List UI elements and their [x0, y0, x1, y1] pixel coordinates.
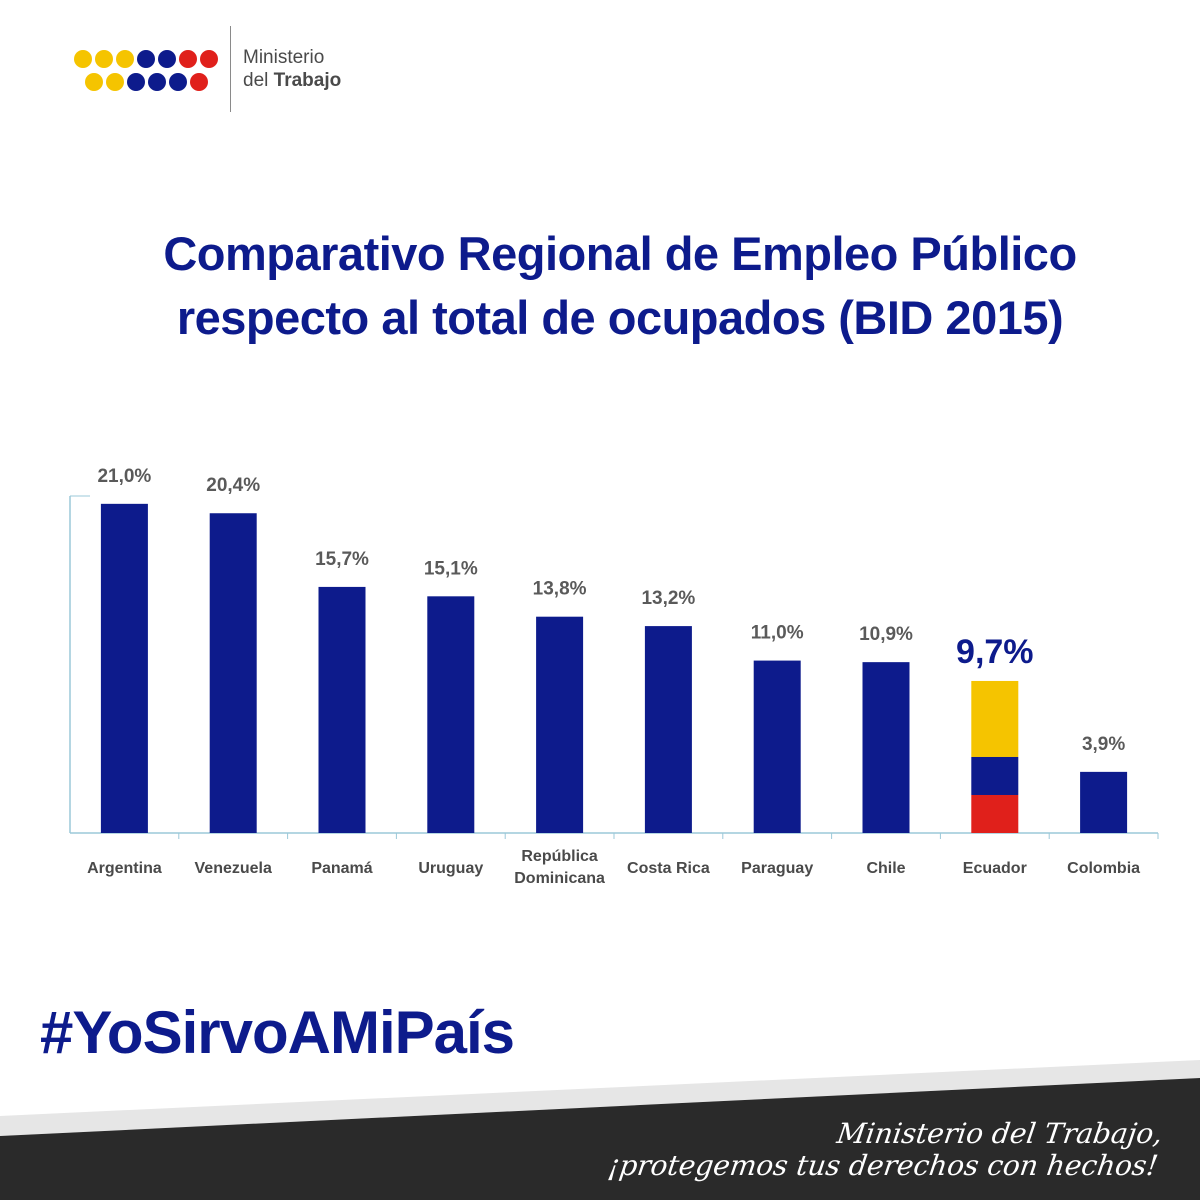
bar-value-label: 10,9% [859, 624, 913, 645]
bar-value-label: 21,0% [97, 466, 151, 487]
bar-value-label: 9,7% [956, 633, 1034, 671]
category-label: Argentina [87, 860, 162, 877]
bar-value-label: 11,0% [751, 623, 804, 644]
category-label-line: Argentina [87, 860, 162, 877]
category-label-line: Paraguay [741, 860, 813, 877]
logo-dot [85, 73, 103, 91]
category-label: Venezuela [195, 860, 272, 877]
category-label-line: Dominicana [514, 870, 605, 887]
logo-text: Ministerio del Trabajo [243, 46, 341, 92]
bar-8 [862, 662, 910, 833]
bar-value-label: 15,7% [315, 549, 369, 570]
bar-value-label: 13,2% [641, 588, 695, 609]
logo-dot [137, 50, 155, 68]
bar-2 [209, 513, 257, 833]
logo-dot [148, 73, 166, 91]
logo-line-1: Ministerio [243, 47, 325, 68]
bar-3 [318, 586, 366, 833]
category-label-line: Panamá [311, 860, 372, 877]
logo-line-2: del Trabajo [243, 69, 341, 92]
category-label-line: Uruguay [418, 860, 483, 877]
logo-line-2-strong: Trabajo [273, 70, 342, 91]
category-label: Colombia [1067, 860, 1140, 877]
footer-dark-band [0, 1078, 1200, 1200]
category-label: Paraguay [741, 860, 813, 877]
category-label: Uruguay [418, 860, 483, 877]
chart-title: Comparativo Regional de Empleo Público r… [0, 222, 1200, 350]
category-label-line: Ecuador [963, 860, 1027, 877]
category-label: Costa Rica [627, 860, 710, 877]
logo-dot [95, 50, 113, 68]
bar-4 [427, 596, 475, 833]
logo-dot [158, 50, 176, 68]
chart-title-line-2: respecto al total de ocupados (BID 2015) [176, 291, 1064, 344]
bar-1 [100, 503, 148, 833]
bar-value-label: 13,8% [533, 579, 587, 600]
category-label-line: Colombia [1067, 860, 1140, 877]
bar-6 [644, 626, 692, 833]
category-label: Ecuador [963, 860, 1027, 877]
hashtag: #YoSirvoAMiPaís [40, 999, 515, 1066]
footer-band [0, 1060, 1200, 1200]
logo-dot [127, 73, 145, 91]
category-label-line: República [521, 848, 598, 865]
bar-5 [536, 616, 584, 833]
logo-dot [200, 50, 218, 68]
category-label: Chile [866, 860, 905, 877]
logo-dot [190, 73, 208, 91]
logo-dot [179, 50, 197, 68]
category-label-line: Chile [866, 860, 905, 877]
logo-dot [74, 50, 92, 68]
logo-dot [169, 73, 187, 91]
bar-value-label: 15,1% [424, 558, 478, 579]
bar-value-label: 20,4% [206, 475, 260, 496]
category-label: República Dominicana [514, 848, 605, 887]
bar-ecuador-red [971, 794, 1019, 833]
slogan-line-2: ¡protegemos tus derechos con hechos! [605, 1149, 1161, 1182]
ministry-logo: Ministerio del Trabajo [72, 26, 372, 116]
bar-10 [1080, 771, 1128, 833]
logo-line-2-prefix: del [243, 70, 269, 91]
bar-value-label: 3,9% [1082, 734, 1125, 755]
slogan-line-1: Ministerio del Trabajo, [834, 1117, 1165, 1150]
logo-dot [106, 73, 124, 91]
bar-7 [753, 660, 801, 833]
slogan: Ministerio del Trabajo, ¡protegemos tus … [516, 1117, 1165, 1182]
category-label-line: Venezuela [195, 860, 272, 877]
logo-dot [116, 50, 134, 68]
chart-title-line-1: Comparativo Regional de Empleo Público [163, 227, 1077, 280]
bar-ecuador-blue [971, 756, 1019, 795]
category-label: Panamá [311, 860, 372, 877]
footer-light-stripe [0, 1060, 1200, 1136]
category-label-line: Costa Rica [627, 860, 710, 877]
bar-ecuador-yellow [971, 680, 1019, 757]
logo-divider [230, 26, 231, 112]
bar-chart: 21,0% Argentina 20,4% Venezuela 15,7% Panamá 1… [69, 466, 1159, 887]
flag-dots-icon [74, 50, 218, 91]
